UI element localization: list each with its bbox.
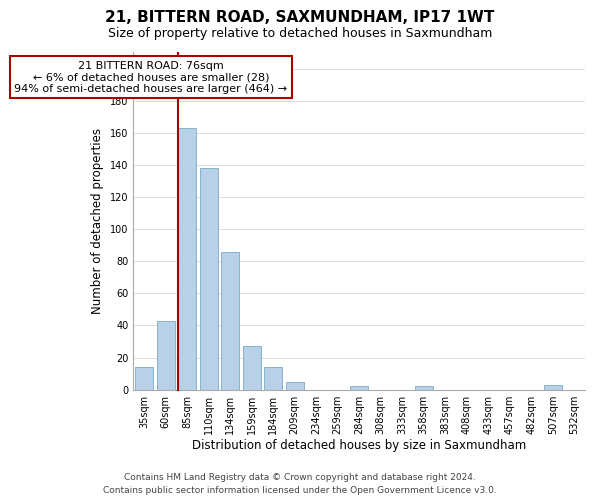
Text: Contains HM Land Registry data © Crown copyright and database right 2024.
Contai: Contains HM Land Registry data © Crown c… bbox=[103, 474, 497, 495]
Bar bbox=[178, 128, 196, 390]
X-axis label: Distribution of detached houses by size in Saxmundham: Distribution of detached houses by size … bbox=[192, 440, 526, 452]
Bar bbox=[286, 382, 304, 390]
Bar bbox=[221, 252, 239, 390]
Bar bbox=[544, 385, 562, 390]
Bar bbox=[415, 386, 433, 390]
Bar bbox=[264, 367, 283, 390]
Bar bbox=[350, 386, 368, 390]
Bar bbox=[242, 346, 261, 390]
Text: 21 BITTERN ROAD: 76sqm
← 6% of detached houses are smaller (28)
94% of semi-deta: 21 BITTERN ROAD: 76sqm ← 6% of detached … bbox=[14, 60, 287, 94]
Bar bbox=[157, 320, 175, 390]
Y-axis label: Number of detached properties: Number of detached properties bbox=[91, 128, 104, 314]
Bar bbox=[200, 168, 218, 390]
Bar bbox=[135, 367, 153, 390]
Text: 21, BITTERN ROAD, SAXMUNDHAM, IP17 1WT: 21, BITTERN ROAD, SAXMUNDHAM, IP17 1WT bbox=[106, 10, 494, 25]
Text: Size of property relative to detached houses in Saxmundham: Size of property relative to detached ho… bbox=[108, 28, 492, 40]
